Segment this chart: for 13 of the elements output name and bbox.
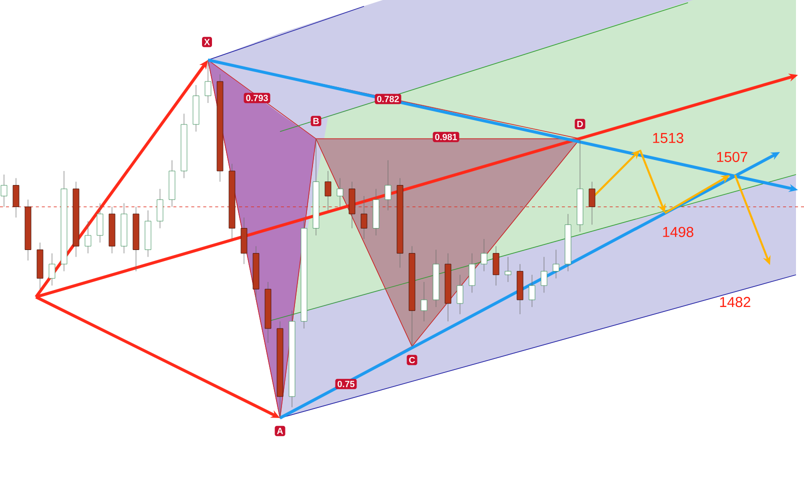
annotation: 1507 [717,152,748,162]
annotation: 0.782 [377,96,399,102]
annotation: 1513 [653,132,684,144]
text: A [276,428,284,434]
annotation: 1482 [720,296,750,308]
annotation: 0.981 [435,134,457,140]
annotation: C [409,356,415,364]
annotation: 0.793 [246,94,268,102]
text: X [204,38,210,46]
annotation: 0.75 [338,380,354,388]
annotation: D [577,120,583,128]
annotation: 1498 [663,226,694,238]
annotation: B [313,118,319,124]
